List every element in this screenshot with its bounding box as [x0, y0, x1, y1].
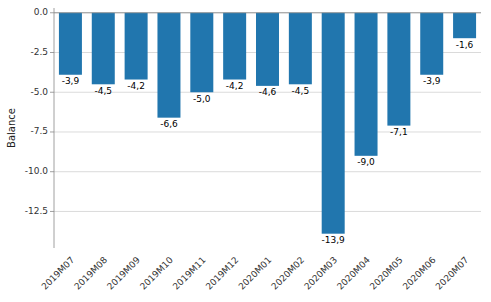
- bar: [157, 13, 180, 118]
- bar: [59, 13, 82, 75]
- tick-label: 2019M08: [72, 255, 109, 292]
- x-axis-line: [54, 12, 481, 13]
- data-label: -5,0: [193, 94, 211, 104]
- tick-label: -12.5: [25, 206, 48, 216]
- tick-mark: [50, 211, 54, 212]
- grid-line: [54, 12, 481, 13]
- bar: [387, 13, 410, 126]
- grid-line: [54, 211, 481, 212]
- x-axis: 2019M072019M082019M092019M102019M112019M…: [40, 255, 471, 292]
- tick-mark: [50, 171, 54, 172]
- tick-mark: [50, 131, 54, 132]
- data-label: -4,6: [259, 87, 277, 97]
- tick-label: 2019M09: [105, 255, 142, 292]
- tick-label: 2019M12: [204, 255, 241, 292]
- grid: [54, 13, 481, 212]
- tick-label: -2.5: [30, 47, 48, 57]
- tick-label: -10.0: [25, 166, 49, 176]
- data-label: -4,5: [94, 86, 112, 96]
- data-label: -13,9: [322, 235, 346, 245]
- tick-label: 2020M03: [302, 255, 339, 292]
- tick-label: 2020M01: [237, 255, 274, 292]
- tick-label: 2020M07: [434, 255, 471, 292]
- axis-line: [54, 8, 55, 248]
- tick-label: 2019M07: [40, 255, 77, 292]
- data-labels: -3,9 -4,5 -4,2 -6,6 -5,0 -4,2 -4,6 -4,5 -13,9 -9,…: [62, 40, 474, 245]
- bar: [190, 13, 213, 92]
- data-label: -3,9: [62, 76, 80, 86]
- tick-label: 2020M05: [368, 255, 405, 292]
- tick-label: 2020M02: [269, 255, 306, 292]
- data-label: -1,6: [456, 40, 474, 50]
- data-label: -4,5: [292, 86, 310, 96]
- tick-mark: [50, 12, 54, 13]
- bar: [289, 13, 312, 85]
- data-label: -4,2: [127, 81, 145, 91]
- bar: [453, 13, 476, 38]
- bar: [355, 13, 378, 156]
- data-label: -4,2: [226, 81, 244, 91]
- tick-label: 2019M11: [171, 255, 208, 292]
- bar: [223, 13, 246, 80]
- y-axis: 0.0 -2.5 -5.0 -7.5 -10.0 -12.5: [25, 7, 54, 248]
- data-label: -7,1: [390, 127, 408, 137]
- data-label: -3,9: [423, 76, 441, 86]
- bar: [125, 13, 148, 80]
- tick-mark: [50, 92, 54, 93]
- data-label: -6,6: [160, 119, 178, 129]
- bar: [322, 13, 345, 234]
- tick-label: 2020M04: [335, 255, 372, 292]
- tick-label: 2019M10: [138, 255, 175, 292]
- bar: [256, 13, 279, 86]
- grid-line: [54, 131, 481, 132]
- tick-label: 2020M06: [401, 255, 438, 292]
- tick-label: 0.0: [34, 7, 49, 17]
- tick-label: -7.5: [30, 126, 48, 136]
- data-label: -9,0: [357, 157, 375, 167]
- tick-label: -5.0: [30, 87, 48, 97]
- grid-line: [54, 171, 481, 172]
- axis-label: Balance: [6, 108, 17, 148]
- bar: [92, 13, 115, 85]
- bar: [420, 13, 443, 75]
- tick-mark: [50, 52, 54, 53]
- bars: [59, 13, 476, 234]
- chart: 0.0 -2.5 -5.0 -7.5 -10.0 -12.5 -3,9 -4,5 -4,2 -6,…: [0, 0, 491, 302]
